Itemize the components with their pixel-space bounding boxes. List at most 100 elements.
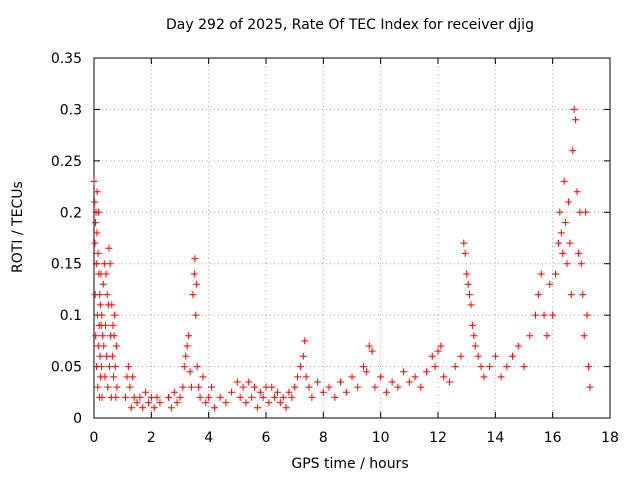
data-point <box>199 373 207 381</box>
data-point <box>109 321 117 329</box>
data-point <box>190 270 198 278</box>
data-point <box>91 198 99 206</box>
data-point <box>122 393 130 401</box>
data-point <box>98 311 106 319</box>
data-point <box>417 383 425 391</box>
data-point <box>94 383 102 391</box>
y-tick-label: 0.2 <box>60 205 82 221</box>
data-point <box>534 291 542 299</box>
data-point <box>153 393 161 401</box>
data-point <box>144 399 152 407</box>
data-point <box>537 270 545 278</box>
data-point <box>195 383 203 391</box>
data-point <box>268 383 276 391</box>
data-point <box>279 393 287 401</box>
data-point <box>104 383 112 391</box>
data-point <box>205 393 213 401</box>
data-point <box>256 388 264 396</box>
data-point <box>124 363 132 371</box>
data-point <box>520 363 528 371</box>
data-point <box>108 301 116 309</box>
data-point <box>228 388 236 396</box>
data-point <box>371 383 379 391</box>
data-point <box>193 363 201 371</box>
data-point <box>273 388 281 396</box>
data-point <box>531 311 539 319</box>
data-point <box>103 291 111 299</box>
data-point <box>562 219 570 227</box>
data-point <box>457 352 465 360</box>
data-point <box>342 388 350 396</box>
data-point <box>549 311 557 319</box>
data-point <box>564 198 572 206</box>
data-point <box>97 363 105 371</box>
data-point <box>585 363 592 371</box>
data-point <box>110 332 118 340</box>
plot-area-frame <box>93 57 611 419</box>
data-point <box>208 383 216 391</box>
data-point <box>129 373 137 381</box>
data-point <box>156 399 164 407</box>
data-point <box>133 399 141 407</box>
data-point <box>291 383 299 391</box>
data-point <box>216 393 224 401</box>
data-point <box>567 291 575 299</box>
data-point <box>126 383 134 391</box>
data-point <box>466 291 474 299</box>
data-point <box>368 347 376 355</box>
data-point <box>93 188 101 196</box>
data-point <box>552 270 560 278</box>
data-point <box>142 388 150 396</box>
data-point <box>354 383 362 391</box>
data-point <box>400 368 408 376</box>
data-point <box>574 249 582 257</box>
data-point <box>253 404 261 412</box>
data-point <box>136 393 144 401</box>
data-point <box>167 404 175 412</box>
data-point <box>437 342 445 350</box>
data-point <box>468 321 476 329</box>
data-point <box>109 373 117 381</box>
data-point <box>242 399 250 407</box>
data-point <box>92 332 100 340</box>
y-tick-label: 0.05 <box>51 360 82 376</box>
data-point <box>102 270 110 278</box>
data-point <box>428 352 436 360</box>
data-point <box>187 383 195 391</box>
data-point <box>265 399 273 407</box>
data-point <box>526 332 534 340</box>
data-point <box>233 378 241 386</box>
data-point <box>113 383 121 391</box>
data-point <box>308 393 316 401</box>
y-tick-label: 0 <box>73 411 82 427</box>
data-point <box>210 404 218 412</box>
data-point <box>463 270 471 278</box>
chart-title: Day 292 of 2025, Rate Of TEC Index for r… <box>166 17 534 33</box>
data-point <box>470 332 478 340</box>
data-point <box>572 116 580 124</box>
data-point <box>100 342 108 350</box>
data-point <box>461 249 469 257</box>
data-point <box>464 280 472 288</box>
data-point <box>193 280 201 288</box>
data-point <box>276 399 284 407</box>
data-point <box>111 363 119 371</box>
data-point <box>182 352 190 360</box>
data-point <box>98 393 106 401</box>
data-point <box>570 105 578 113</box>
data-point <box>296 363 304 371</box>
data-point <box>557 229 565 237</box>
data-point <box>271 393 279 401</box>
x-tick-label: 16 <box>544 430 562 446</box>
data-point <box>451 363 459 371</box>
data-point <box>559 249 567 257</box>
x-axis-label: GPS time / hours <box>291 456 409 472</box>
data-point <box>556 208 564 216</box>
data-point <box>319 388 327 396</box>
data-point <box>101 373 109 381</box>
data-point <box>101 321 109 329</box>
data-point <box>185 332 193 340</box>
data-point <box>112 393 120 401</box>
data-point <box>579 291 587 299</box>
x-tick-label: 8 <box>319 430 328 446</box>
